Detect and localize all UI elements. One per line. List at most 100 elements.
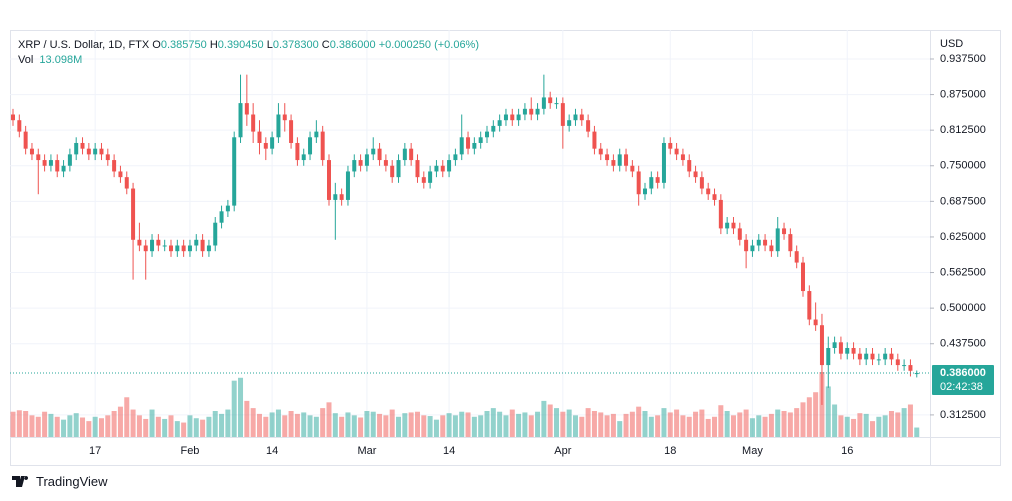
- volume-bar: [642, 411, 648, 437]
- candle-body: [744, 239, 749, 252]
- candle-body: [282, 114, 287, 121]
- volume-bar: [275, 409, 281, 437]
- x-tick-label: 14: [266, 445, 278, 457]
- volume-bar: [870, 421, 876, 437]
- volume-bar: [749, 418, 755, 437]
- candle-body: [162, 245, 167, 247]
- volume-bar: [219, 413, 225, 437]
- volume-bar: [724, 411, 730, 437]
- volume-value: 13.098M: [39, 54, 83, 66]
- volume-bar: [98, 418, 104, 437]
- candle-body: [364, 154, 369, 166]
- candle-body: [67, 154, 72, 166]
- volume-bar: [762, 416, 768, 437]
- candle-body: [36, 154, 41, 161]
- volume-bar: [358, 417, 364, 437]
- candle-body: [611, 160, 616, 166]
- volume-bar: [509, 409, 515, 437]
- candle-body: [17, 120, 22, 132]
- volume-bar: [661, 408, 667, 437]
- ohlc-value: 0.386000: [329, 39, 376, 51]
- volume-bar: [440, 415, 446, 437]
- candle-body: [251, 114, 256, 132]
- volume-bar: [598, 412, 604, 437]
- volume-bar: [674, 409, 680, 437]
- volume-bar: [433, 419, 439, 437]
- volume-bar: [282, 415, 288, 437]
- candle-body: [788, 234, 793, 252]
- volume-bar: [756, 415, 762, 437]
- candle-body: [434, 165, 439, 172]
- candle-body: [522, 108, 527, 115]
- candle-body: [503, 114, 508, 121]
- volume-bar: [465, 412, 471, 437]
- symbol: XRP / U.S. Dollar, 1D, FTX: [18, 39, 150, 51]
- candle-body: [99, 148, 104, 155]
- candle-body: [238, 103, 243, 138]
- candle-body: [876, 359, 881, 361]
- volume-bar: [604, 415, 610, 437]
- candle-body: [112, 160, 117, 172]
- volume-row: Vol 13.098M: [18, 53, 479, 68]
- volume-bar: [825, 386, 831, 437]
- candle-body: [750, 245, 755, 252]
- candle-body: [194, 239, 199, 246]
- volume-bar: [162, 418, 168, 437]
- y-tick-label: 0.625000: [940, 231, 986, 243]
- volume-bar: [490, 408, 496, 437]
- volume-bar: [200, 419, 206, 437]
- candle-body: [864, 353, 869, 360]
- volume-bar: [478, 415, 484, 437]
- change: +0.000250 (+0.06%): [378, 39, 480, 51]
- ohlc-key: L: [266, 39, 273, 51]
- candle-body: [769, 245, 774, 252]
- y-tick-label: 0.500000: [940, 302, 986, 314]
- candle-body: [725, 222, 730, 229]
- candle-body: [358, 160, 363, 166]
- candle-body: [737, 228, 742, 240]
- y-tick-label: 0.312500: [940, 409, 986, 421]
- volume-bar: [648, 416, 654, 437]
- candles: [11, 74, 919, 405]
- candle-body: [579, 114, 584, 121]
- volume-bar: [269, 412, 275, 437]
- candle-body: [169, 245, 173, 252]
- volume-bar: [516, 413, 522, 437]
- candle-body: [883, 353, 888, 360]
- volume-bar: [572, 415, 578, 437]
- candle-body: [478, 137, 483, 143]
- x-tick-label: Feb: [180, 445, 199, 457]
- volume-bar: [655, 415, 661, 437]
- volume-bar: [876, 416, 882, 437]
- last-price-box: [932, 365, 994, 396]
- volume-bar: [907, 404, 913, 437]
- candle-body: [643, 188, 647, 195]
- y-tick-label: 0.750000: [940, 160, 986, 172]
- candle-body: [826, 347, 831, 366]
- candle-body: [649, 177, 654, 189]
- candle-body: [485, 131, 489, 138]
- candle-body: [832, 342, 837, 348]
- volume-bar: [617, 421, 623, 437]
- candle-body: [782, 228, 787, 235]
- volume-bar: [408, 412, 414, 437]
- volume-bar: [882, 415, 888, 437]
- volume-bar: [686, 416, 692, 437]
- volume-bar: [307, 415, 313, 437]
- candle-body: [124, 177, 129, 189]
- candle-body: [301, 154, 306, 161]
- volume-bar: [705, 418, 711, 437]
- candle-body: [510, 114, 515, 121]
- ohlc-value: 0.390450: [217, 39, 264, 51]
- candle-body: [371, 148, 376, 155]
- candle-body: [55, 160, 60, 172]
- candle-body: [150, 239, 155, 252]
- volume-bar: [914, 427, 920, 437]
- volume-bar: [23, 411, 29, 437]
- volume-bar: [775, 409, 781, 437]
- candle-body: [491, 125, 496, 132]
- volume-bar: [895, 412, 901, 437]
- candle-body: [257, 131, 262, 143]
- volume-bar: [503, 415, 509, 437]
- candle-body: [605, 154, 610, 161]
